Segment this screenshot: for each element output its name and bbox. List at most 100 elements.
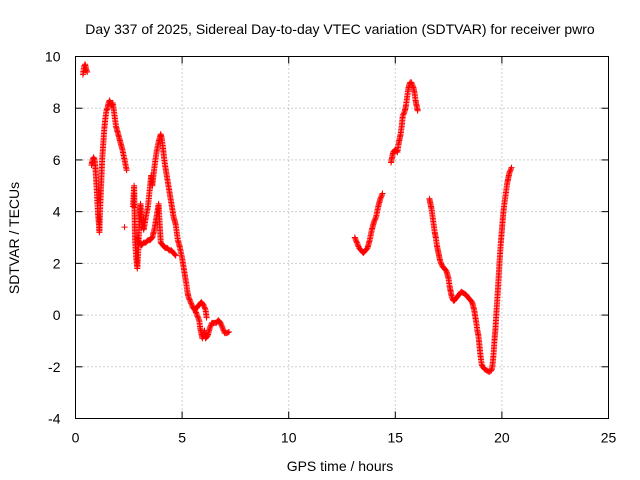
x-tick-label: 5	[178, 430, 186, 446]
data-point	[195, 314, 202, 321]
data-point	[84, 69, 91, 76]
data-point	[90, 154, 97, 161]
data-point	[437, 257, 444, 264]
data-point	[195, 315, 202, 322]
data-point	[353, 238, 360, 245]
data-point	[121, 224, 128, 231]
data-point	[83, 67, 90, 74]
data-point	[401, 109, 408, 116]
data-point	[351, 234, 358, 241]
data-point	[399, 112, 406, 119]
grid-lines	[75, 56, 609, 419]
data-point	[354, 242, 361, 249]
data-point	[218, 322, 225, 329]
data-point	[370, 218, 377, 225]
data-point	[408, 80, 415, 87]
x-tick-label: 10	[281, 430, 297, 446]
data-point	[103, 107, 110, 114]
data-point	[106, 97, 113, 104]
y-axis-label: SDTVAR / TECUs	[6, 182, 22, 294]
data-point	[217, 319, 224, 326]
data-point	[207, 323, 214, 330]
data-point	[171, 251, 178, 258]
data-point	[200, 303, 207, 310]
y-tick-label: -4	[48, 411, 61, 427]
data-point	[203, 314, 210, 321]
x-tick-label: 25	[601, 430, 617, 446]
x-tick-label: 15	[388, 430, 404, 446]
data-point	[206, 325, 213, 331]
x-tick-label: 0	[72, 430, 80, 446]
data-point	[123, 167, 130, 174]
data-point	[448, 293, 455, 300]
data-point	[202, 305, 209, 312]
chart-title: Day 337 of 2025, Sidereal Day-to-day VTE…	[85, 21, 595, 37]
data-point	[219, 325, 226, 331]
data-point	[408, 79, 415, 86]
data-point	[218, 321, 225, 328]
data-point	[507, 165, 514, 172]
data-point	[414, 107, 421, 114]
data-point	[409, 83, 416, 90]
data-point	[478, 361, 485, 368]
data-point	[506, 169, 513, 176]
data-point	[220, 326, 227, 333]
axis-ticks	[75, 56, 609, 419]
data-point	[377, 195, 384, 202]
data-point	[508, 164, 515, 171]
data-point	[378, 193, 385, 200]
data-point	[186, 296, 193, 303]
data-point	[400, 111, 407, 118]
data-point	[372, 215, 379, 222]
data-point	[352, 235, 359, 242]
data-point	[371, 217, 378, 224]
data-point	[91, 155, 98, 162]
y-tick-label: 10	[45, 49, 61, 65]
x-axis-label: GPS time / hours	[287, 458, 394, 474]
data-point	[506, 168, 513, 175]
y-tick-label: 6	[53, 152, 61, 168]
data-point	[103, 106, 110, 113]
data-point	[83, 66, 90, 73]
data-point	[409, 81, 416, 88]
data-point	[135, 237, 142, 244]
data-point	[187, 299, 194, 306]
y-tick-label: 4	[53, 204, 61, 220]
y-tick-label: 2	[53, 255, 61, 271]
y-tick-label: -2	[48, 359, 61, 375]
data-point	[354, 240, 361, 247]
y-tick-label: 0	[53, 307, 61, 323]
data-point	[352, 237, 359, 244]
data-point	[372, 216, 379, 223]
data-point	[507, 167, 514, 174]
data-point	[200, 301, 207, 308]
data-point	[194, 312, 201, 319]
data-point	[438, 260, 445, 267]
data-markers	[79, 61, 515, 375]
data-point	[185, 293, 192, 300]
tick-labels: 0 5 10 15 20 25 -4 -2 0 2 4 6 8 10	[45, 49, 617, 446]
data-point	[378, 191, 385, 198]
data-point	[224, 329, 231, 336]
data-point	[186, 295, 193, 302]
data-point	[193, 310, 200, 317]
data-point	[377, 194, 384, 201]
y-tick-label: 8	[53, 100, 61, 116]
data-point	[437, 259, 444, 266]
data-point	[134, 234, 141, 241]
data-point	[201, 304, 208, 311]
data-point	[134, 235, 141, 242]
data-point	[188, 301, 195, 308]
data-point	[400, 110, 407, 117]
data-point	[379, 190, 386, 197]
data-point	[219, 323, 226, 330]
data-point	[194, 313, 201, 320]
data-point	[353, 239, 360, 246]
data-point	[172, 252, 179, 259]
data-point	[187, 297, 194, 304]
plot-frame	[75, 56, 609, 419]
data-point	[188, 300, 195, 307]
data-point	[226, 328, 233, 335]
x-tick-label: 20	[494, 430, 510, 446]
